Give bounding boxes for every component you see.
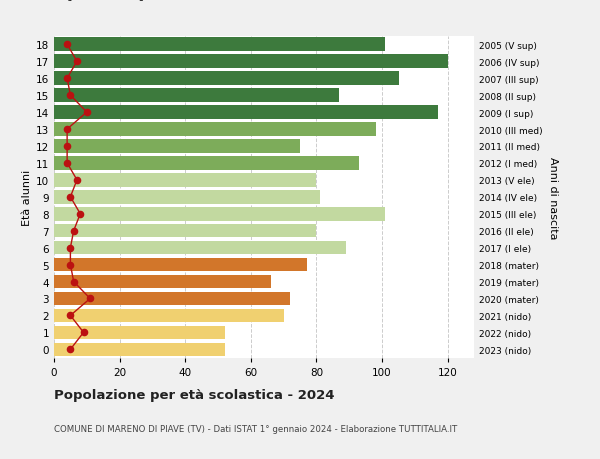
Point <box>62 41 72 49</box>
Point <box>69 228 79 235</box>
Bar <box>54 258 307 272</box>
Bar <box>54 292 290 306</box>
Bar <box>54 224 317 238</box>
Bar <box>54 207 385 221</box>
Point <box>62 75 72 83</box>
Point <box>82 109 92 117</box>
Point <box>76 211 85 218</box>
Bar <box>54 190 320 204</box>
Bar <box>54 140 300 153</box>
Point <box>62 143 72 150</box>
Point <box>65 261 75 269</box>
Point <box>65 245 75 252</box>
Point <box>79 329 88 336</box>
Point <box>65 346 75 353</box>
Point <box>65 194 75 201</box>
Bar <box>54 275 271 289</box>
Point <box>69 278 79 285</box>
Text: COMUNE DI MARENO DI PIAVE (TV) - Dati ISTAT 1° gennaio 2024 - Elaborazione TUTTI: COMUNE DI MARENO DI PIAVE (TV) - Dati IS… <box>54 425 457 434</box>
Bar <box>54 157 359 170</box>
Point <box>72 58 82 66</box>
Bar <box>54 72 398 86</box>
Point <box>65 312 75 319</box>
Y-axis label: Età alunni: Età alunni <box>22 169 32 225</box>
Bar <box>54 309 284 323</box>
Bar <box>54 241 346 255</box>
Legend: Sec. II grado, Sec. I grado, Scuola Primaria, Scuola Infanzia, Asilo Nido, Stran: Sec. II grado, Sec. I grado, Scuola Prim… <box>22 0 464 5</box>
Point <box>65 92 75 100</box>
Bar <box>54 343 224 356</box>
Point <box>72 177 82 184</box>
Point <box>85 295 95 302</box>
Bar <box>54 56 448 69</box>
Bar <box>54 89 340 103</box>
Bar <box>54 326 224 339</box>
Bar <box>54 174 317 187</box>
Point <box>62 126 72 134</box>
Point <box>62 160 72 167</box>
Bar <box>54 123 376 136</box>
Bar <box>54 39 385 52</box>
Text: Popolazione per età scolastica - 2024: Popolazione per età scolastica - 2024 <box>54 388 335 401</box>
Y-axis label: Anni di nascita: Anni di nascita <box>548 156 558 239</box>
Bar <box>54 106 438 120</box>
